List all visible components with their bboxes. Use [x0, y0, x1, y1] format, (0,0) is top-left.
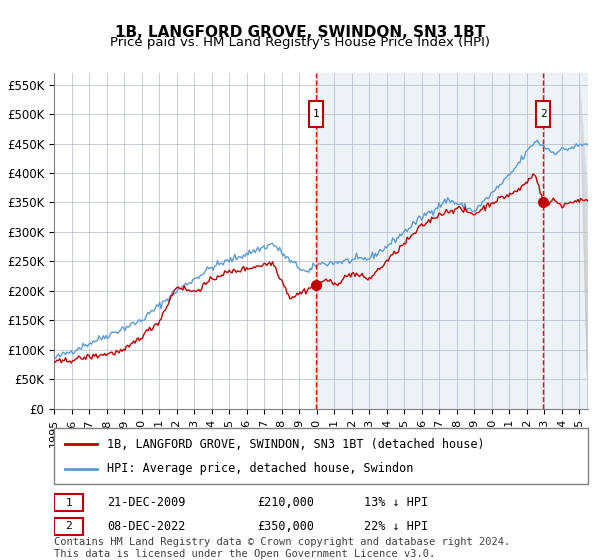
- Text: 1B, LANGFORD GROVE, SWINDON, SN3 1BT (detached house): 1B, LANGFORD GROVE, SWINDON, SN3 1BT (de…: [107, 437, 485, 451]
- Text: 1: 1: [313, 109, 319, 119]
- Text: 1: 1: [65, 498, 73, 507]
- Text: 2: 2: [539, 109, 547, 119]
- Text: 21-DEC-2009: 21-DEC-2009: [107, 496, 186, 509]
- Text: 2: 2: [65, 521, 73, 531]
- FancyBboxPatch shape: [536, 101, 550, 127]
- Text: Contains HM Land Registry data © Crown copyright and database right 2024.
This d: Contains HM Land Registry data © Crown c…: [54, 537, 510, 559]
- Text: HPI: Average price, detached house, Swindon: HPI: Average price, detached house, Swin…: [107, 462, 414, 475]
- Text: 1B, LANGFORD GROVE, SWINDON, SN3 1BT: 1B, LANGFORD GROVE, SWINDON, SN3 1BT: [115, 25, 485, 40]
- Text: Price paid vs. HM Land Registry's House Price Index (HPI): Price paid vs. HM Land Registry's House …: [110, 36, 490, 49]
- Text: 22% ↓ HPI: 22% ↓ HPI: [364, 520, 428, 533]
- Text: £210,000: £210,000: [257, 496, 314, 509]
- Bar: [316, 73, 588, 409]
- FancyBboxPatch shape: [54, 494, 83, 511]
- Text: £350,000: £350,000: [257, 520, 314, 533]
- Text: 13% ↓ HPI: 13% ↓ HPI: [364, 496, 428, 509]
- Text: 08-DEC-2022: 08-DEC-2022: [107, 520, 186, 533]
- FancyBboxPatch shape: [309, 101, 323, 127]
- FancyBboxPatch shape: [54, 518, 83, 535]
